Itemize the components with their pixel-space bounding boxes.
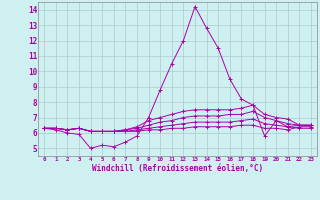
X-axis label: Windchill (Refroidissement éolien,°C): Windchill (Refroidissement éolien,°C): [92, 164, 263, 173]
